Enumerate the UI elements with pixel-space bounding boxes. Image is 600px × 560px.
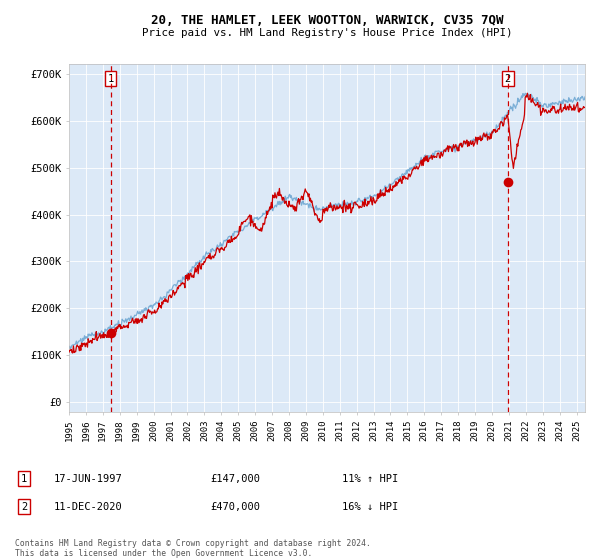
Text: £147,000: £147,000: [210, 474, 260, 484]
Text: Price paid vs. HM Land Registry's House Price Index (HPI): Price paid vs. HM Land Registry's House …: [142, 28, 512, 38]
Text: 11% ↑ HPI: 11% ↑ HPI: [342, 474, 398, 484]
Text: 2: 2: [21, 502, 27, 512]
Text: Contains HM Land Registry data © Crown copyright and database right 2024.
This d: Contains HM Land Registry data © Crown c…: [15, 539, 371, 558]
Text: 1: 1: [107, 74, 114, 84]
Text: 16% ↓ HPI: 16% ↓ HPI: [342, 502, 398, 512]
Text: 11-DEC-2020: 11-DEC-2020: [54, 502, 123, 512]
Text: 2: 2: [505, 74, 511, 84]
Text: 1: 1: [21, 474, 27, 484]
Text: £470,000: £470,000: [210, 502, 260, 512]
Text: 17-JUN-1997: 17-JUN-1997: [54, 474, 123, 484]
Text: 20, THE HAMLET, LEEK WOOTTON, WARWICK, CV35 7QW: 20, THE HAMLET, LEEK WOOTTON, WARWICK, C…: [151, 14, 503, 27]
